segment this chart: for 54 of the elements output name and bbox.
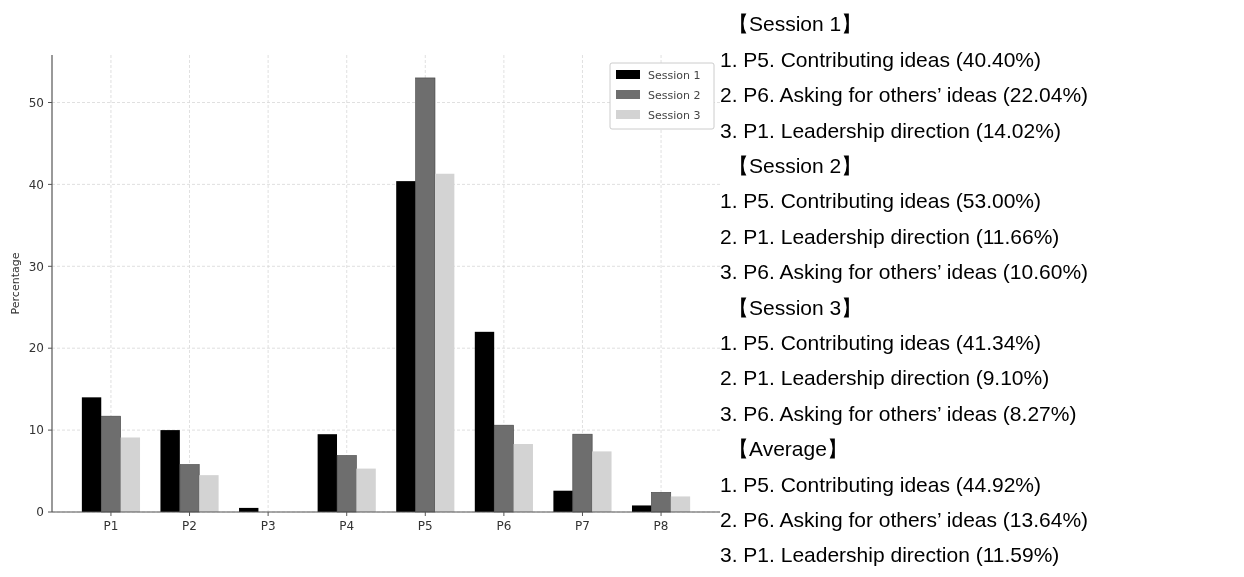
x-tick-label: P5 (417, 519, 433, 533)
bar (553, 490, 573, 512)
bar (592, 451, 612, 512)
text: 【Session 1】 (728, 12, 863, 36)
annotation: 3. P6. Asking for others’ ideas (8.27%) (720, 401, 1077, 425)
y-tick-label: 40 (28, 177, 44, 192)
y-tick-label: 50 (28, 95, 44, 110)
bar (356, 468, 376, 512)
annotation: 1. P5. Contributing ideas (40.40%) (720, 47, 1042, 71)
x-tick-label: P6 (496, 519, 512, 533)
bar (670, 496, 691, 512)
legend-label: Session 1 (648, 68, 701, 82)
x-tick-label: P1 (103, 519, 119, 533)
annotation: 1. P5. Contributing ideas (44.92%) (720, 472, 1042, 496)
x-tick-label: P2 (182, 519, 197, 533)
annotation: 2. P6. Asking for others’ ideas (13.64%) (720, 507, 1089, 531)
bar (81, 397, 102, 512)
x-tick-label: P7 (575, 519, 590, 533)
y-tick-label: 10 (28, 423, 44, 438)
text: 【Average】 (728, 437, 848, 461)
annotation: 1. P5. Contributing ideas (41.34%) (720, 330, 1042, 354)
bar (631, 505, 652, 512)
bar (493, 424, 514, 513)
x-tick-label: P4 (339, 519, 355, 533)
y-tick-label: 20 (28, 341, 44, 356)
bar (100, 415, 121, 513)
bar (336, 455, 357, 513)
legend-label: Session 3 (648, 108, 701, 122)
annotation: 3. P6. Asking for others’ ideas (10.60%) (720, 260, 1089, 284)
bar (415, 77, 436, 513)
legend-label: Session 2 (648, 88, 701, 102)
text: 【Session 3】 (728, 295, 863, 319)
bar (396, 181, 416, 512)
text: 【Session 2】 (728, 153, 863, 177)
annotation: 1. P5. Contributing ideas (53.00%) (720, 189, 1042, 213)
annotation: 3. P1. Leadership direction (14.02%) (720, 118, 1061, 142)
bar (572, 433, 593, 513)
bar (651, 492, 672, 513)
x-tick-label: P3 (260, 519, 276, 533)
annotation: 2. P6. Asking for others’ ideas (22.04%) (720, 83, 1089, 107)
y-tick-label: 30 (28, 259, 44, 274)
y-axis-title: Percentage (9, 252, 22, 315)
y-tick-label: 0 (36, 505, 44, 520)
bar (317, 434, 338, 512)
annotation: 2. P1. Leadership direction (9.10%) (720, 366, 1050, 390)
bar (513, 444, 533, 512)
text: 3. P1. Leadership direction (11.59%) (720, 543, 1060, 567)
bar (120, 437, 141, 512)
bar (160, 430, 180, 512)
x-tick-label: P8 (653, 519, 669, 533)
bar (474, 331, 495, 512)
bar (199, 475, 219, 512)
bar (179, 464, 200, 513)
annotation: 2. P1. Leadership direction (11.66%) (720, 224, 1060, 248)
